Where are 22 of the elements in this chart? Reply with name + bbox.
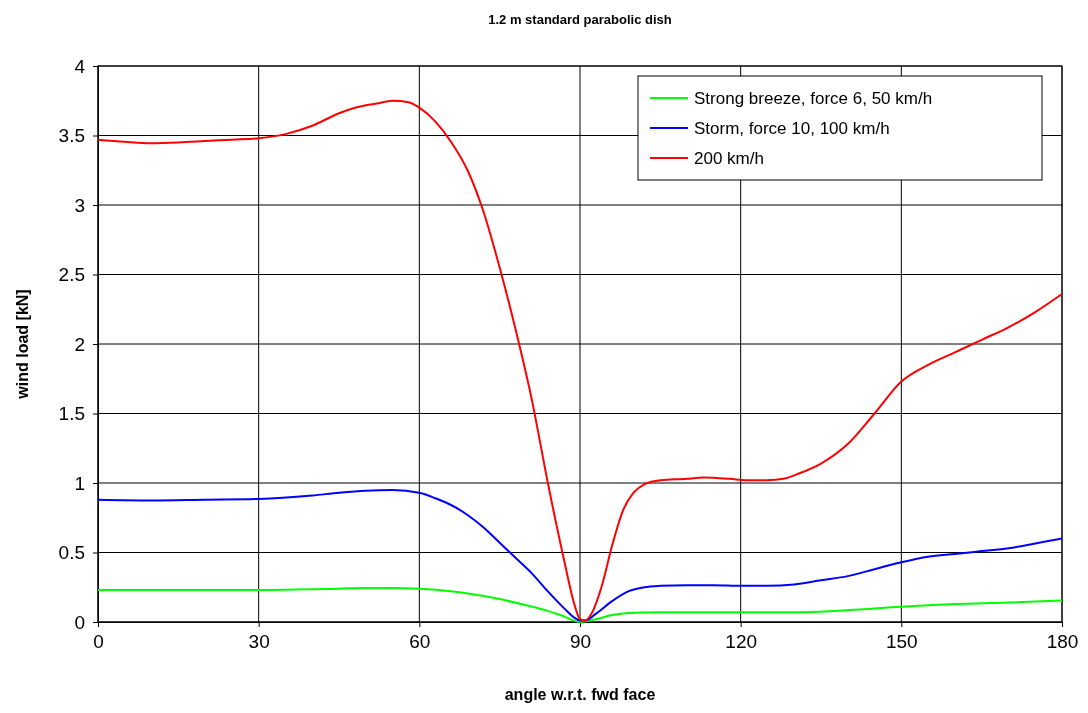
y-tick-label: 1 xyxy=(74,472,85,494)
x-tick-label: 0 xyxy=(93,631,104,653)
legend-label: 200 km/h xyxy=(694,149,764,168)
x-tick-label: 120 xyxy=(725,631,758,653)
x-tick-label: 150 xyxy=(885,631,918,653)
y-tick-label: 2 xyxy=(74,333,85,355)
chart-title: 1.2 m standard parabolic dish xyxy=(488,12,672,27)
y-tick-label: 3.5 xyxy=(58,125,85,147)
x-tick-label: 30 xyxy=(248,631,270,653)
legend-label: Storm, force 10, 100 km/h xyxy=(694,119,890,138)
y-axis-title: wind load [kN] xyxy=(14,289,31,400)
y-tick-label: 2.5 xyxy=(58,264,85,286)
x-tick-label: 180 xyxy=(1046,631,1079,653)
y-tick-label: 4 xyxy=(74,55,86,77)
y-tick-label: 0.5 xyxy=(58,542,85,564)
y-tick-label: 3 xyxy=(74,194,85,216)
legend-label: Strong breeze, force 6, 50 km/h xyxy=(694,89,933,108)
x-tick-label: 60 xyxy=(409,631,431,653)
x-axis-title: angle w.r.t. fwd face xyxy=(504,686,656,703)
y-tick-label: 1.5 xyxy=(58,403,85,425)
x-tick-label: 90 xyxy=(569,631,592,653)
y-tick-label: 0 xyxy=(74,611,85,633)
